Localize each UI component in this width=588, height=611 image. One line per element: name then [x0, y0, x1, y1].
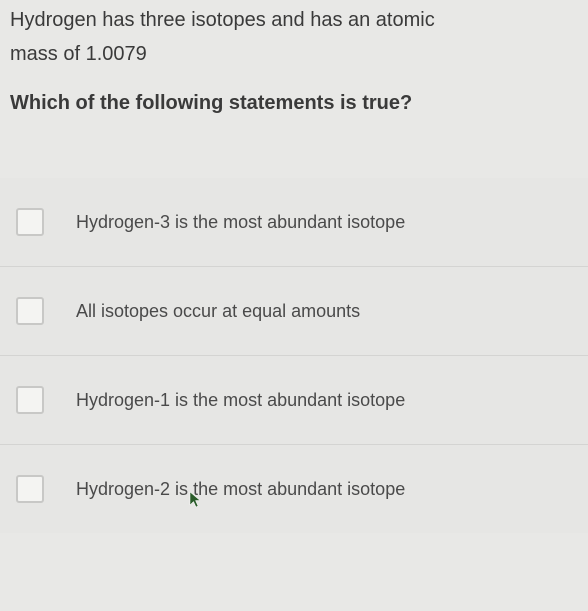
option-label: Hydrogen-3 is the most abundant isotope — [76, 212, 405, 233]
option-label: Hydrogen-2 is the most abundant isotope — [76, 479, 405, 500]
option-label: All isotopes occur at equal amounts — [76, 301, 360, 322]
option-row[interactable]: Hydrogen-3 is the most abundant isotope — [0, 178, 588, 266]
answer-options: Hydrogen-3 is the most abundant isotope … — [0, 178, 588, 533]
option-label-post: the most abundant isotope — [193, 479, 405, 499]
option-label: Hydrogen-1 is the most abundant isotope — [76, 390, 405, 411]
option-row[interactable]: All isotopes occur at equal amounts — [0, 266, 588, 355]
checkbox[interactable] — [16, 208, 44, 236]
checkbox[interactable] — [16, 297, 44, 325]
option-row[interactable]: Hydrogen-1 is the most abundant isotope — [0, 355, 588, 444]
option-label-pre: Hydrogen-2 is — [76, 479, 193, 499]
question-prompt: Which of the following statements is tru… — [10, 88, 578, 118]
option-row[interactable]: Hydrogen-2 is the most abundant isotope — [0, 444, 588, 533]
stem-text-line2: mass of 1.0079 — [10, 38, 578, 70]
question-stem: Hydrogen has three isotopes and has an a… — [0, 0, 588, 118]
checkbox[interactable] — [16, 386, 44, 414]
stem-text-line1: Hydrogen has three isotopes and has an a… — [10, 4, 578, 36]
checkbox[interactable] — [16, 475, 44, 503]
